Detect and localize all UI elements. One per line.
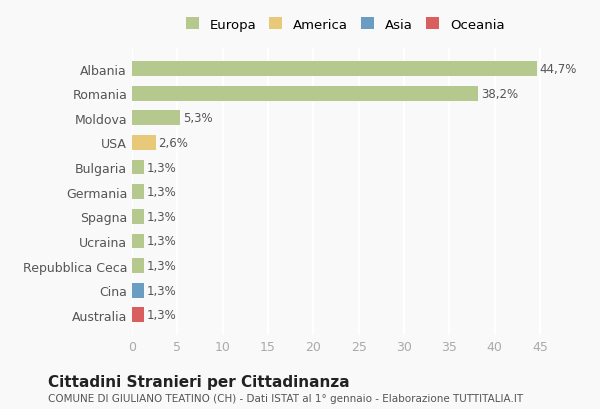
Legend: Europa, America, Asia, Oceania: Europa, America, Asia, Oceania (185, 18, 505, 32)
Bar (132, 160, 144, 175)
Text: 5,3%: 5,3% (183, 112, 212, 125)
Bar (132, 209, 144, 224)
Text: 2,6%: 2,6% (158, 137, 188, 150)
Bar (132, 283, 144, 298)
Text: 1,3%: 1,3% (146, 308, 176, 321)
Bar (132, 234, 144, 249)
Text: COMUNE DI GIULIANO TEATINO (CH) - Dati ISTAT al 1° gennaio - Elaborazione TUTTIT: COMUNE DI GIULIANO TEATINO (CH) - Dati I… (48, 393, 523, 403)
Bar (132, 62, 537, 77)
Text: 1,3%: 1,3% (146, 259, 176, 272)
Text: 1,3%: 1,3% (146, 284, 176, 297)
Bar (132, 111, 180, 126)
Text: 1,3%: 1,3% (146, 210, 176, 223)
Text: 1,3%: 1,3% (146, 161, 176, 174)
Bar (132, 185, 144, 200)
Text: 38,2%: 38,2% (481, 88, 518, 101)
Bar (132, 136, 155, 151)
Text: Cittadini Stranieri per Cittadinanza: Cittadini Stranieri per Cittadinanza (48, 374, 350, 389)
Bar (132, 87, 478, 101)
Text: 1,3%: 1,3% (146, 186, 176, 199)
Text: 44,7%: 44,7% (540, 63, 577, 76)
Bar (132, 258, 144, 273)
Bar (132, 308, 144, 322)
Text: 1,3%: 1,3% (146, 235, 176, 248)
